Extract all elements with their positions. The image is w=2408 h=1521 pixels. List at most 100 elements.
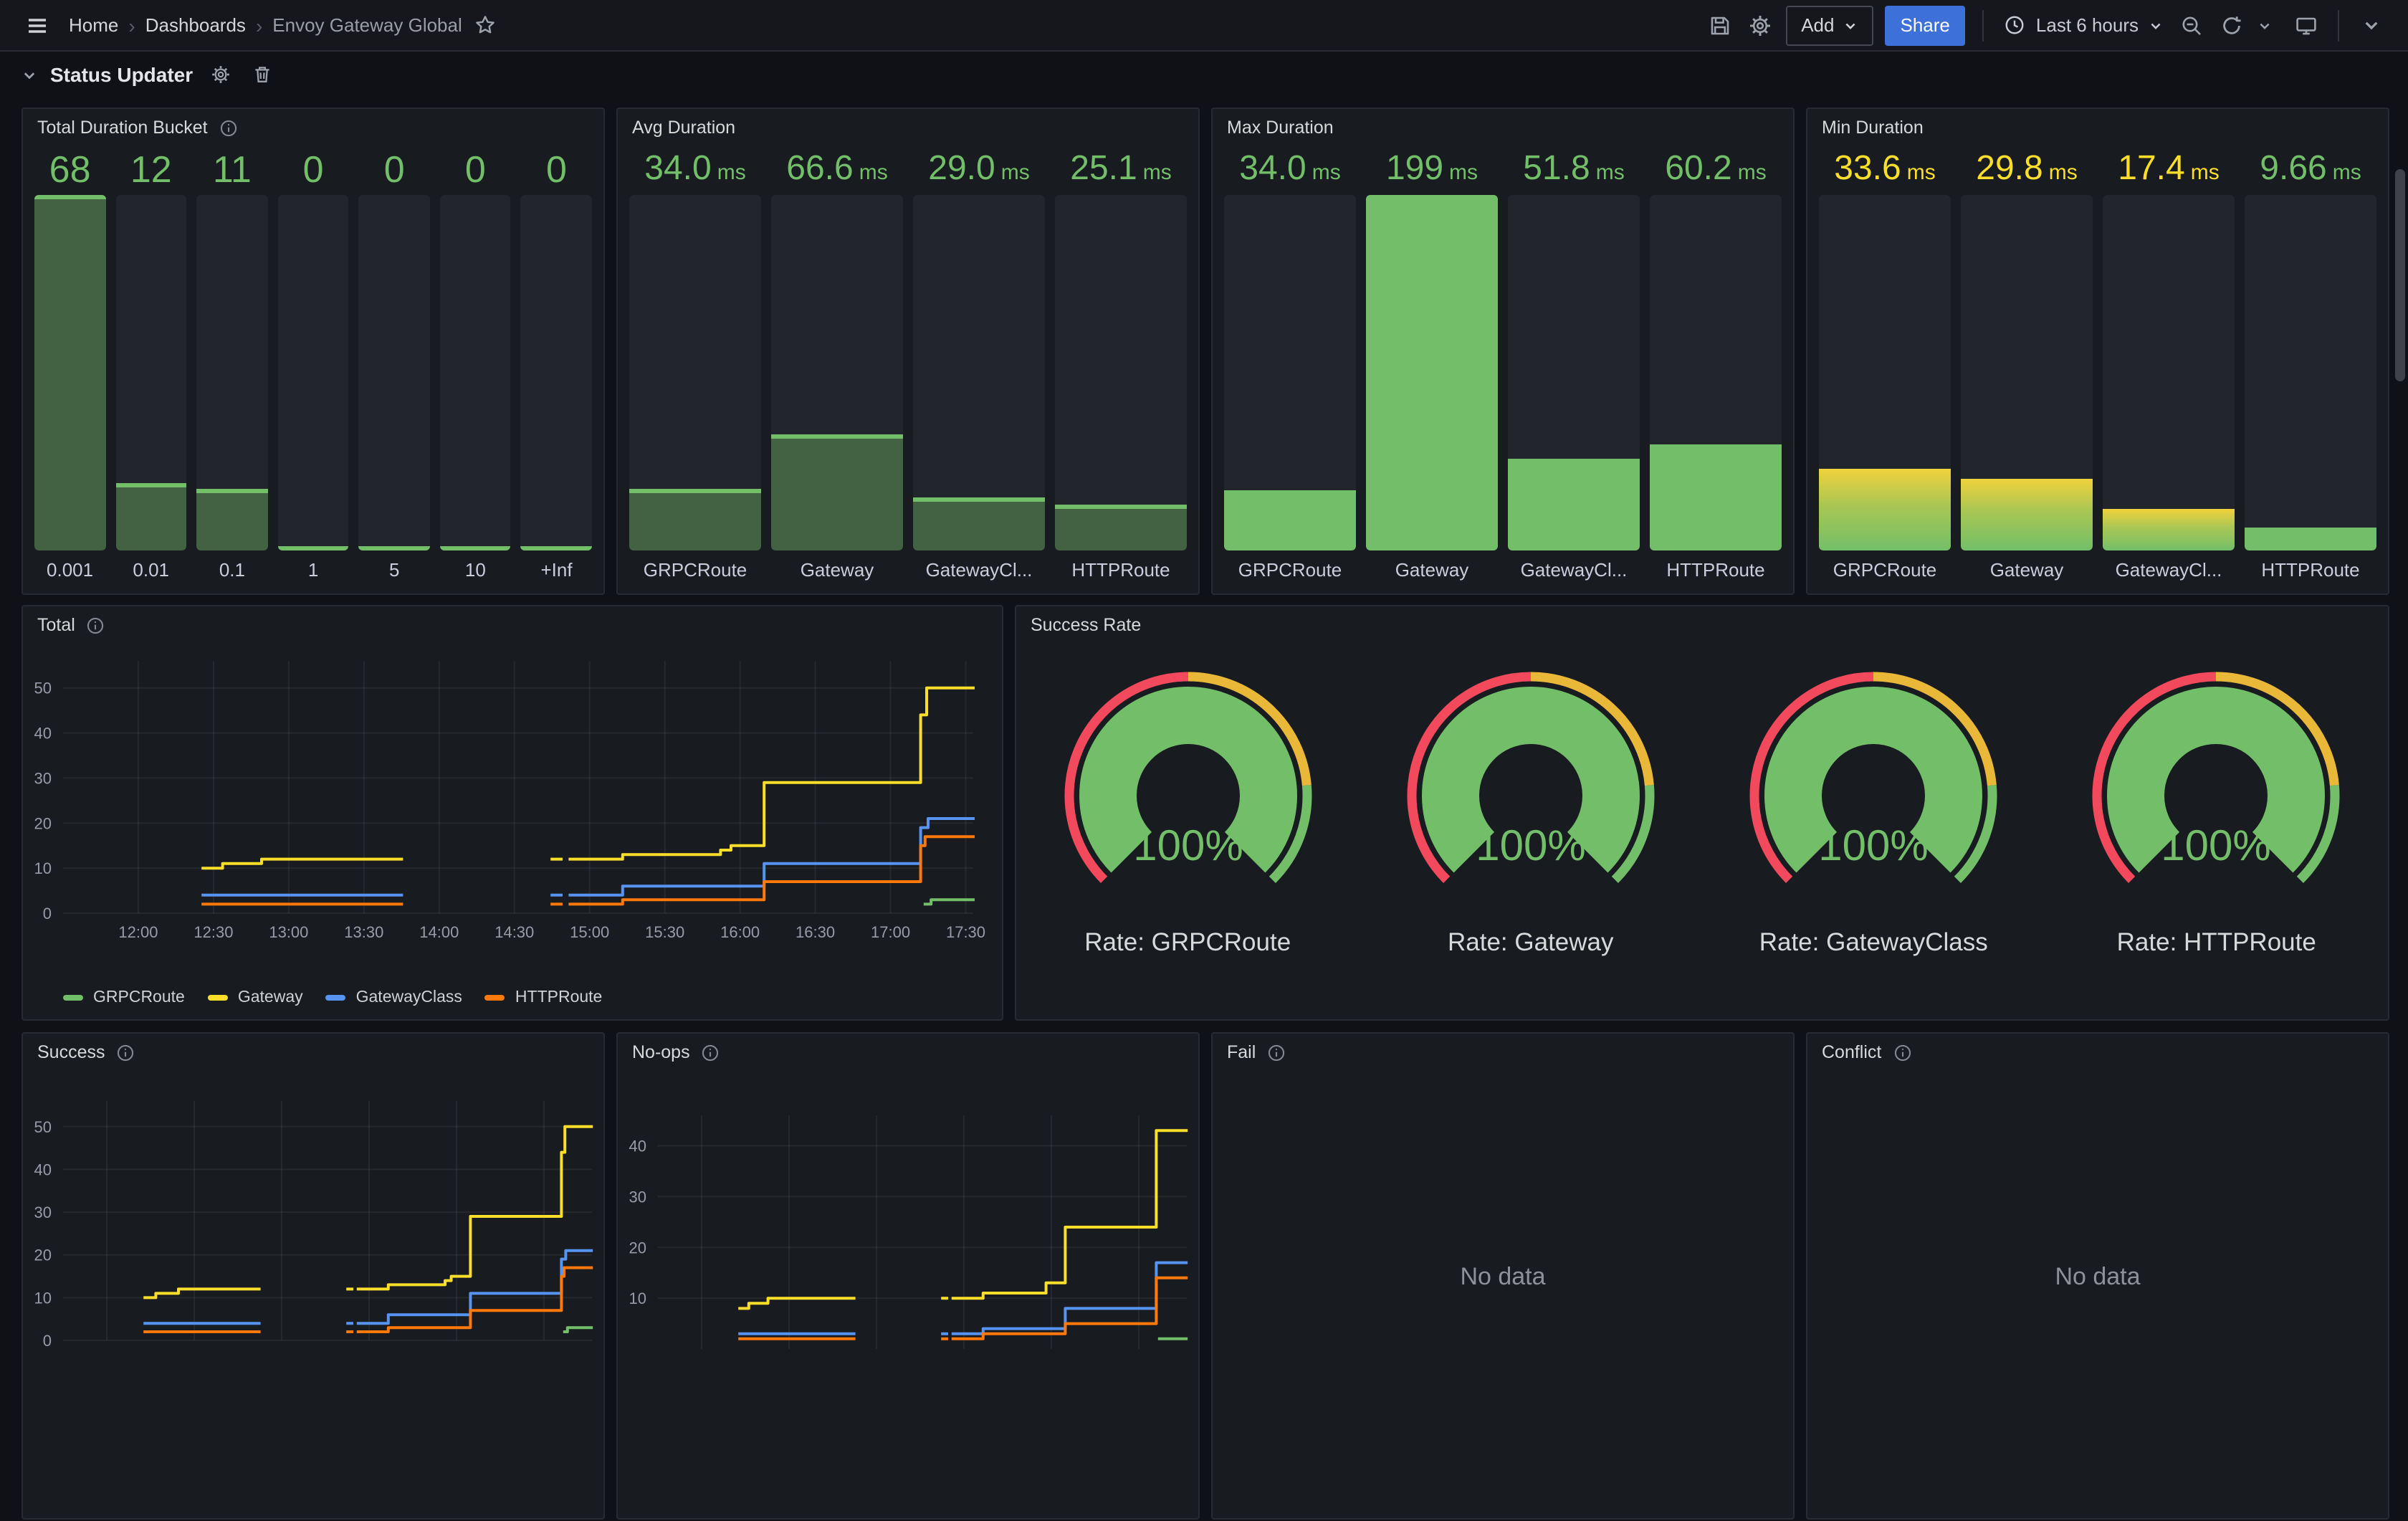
panel-title[interactable]: Success	[37, 1042, 105, 1062]
nav-collapse-chevron-icon[interactable]	[2351, 5, 2391, 45]
bar-gauge-value: 68	[34, 149, 105, 192]
svg-text:14:30: 14:30	[494, 923, 534, 941]
legend-color-swatch	[208, 995, 228, 1001]
bar-gauge-max-duration: 34.0msGRPCRoute199msGateway51.8msGateway…	[1224, 149, 1782, 585]
divider	[1983, 9, 1984, 41]
bar-gauge-label: GRPCRoute	[1224, 553, 1356, 585]
panel-title[interactable]: Max Duration	[1227, 118, 1334, 138]
panel-total: Total 0102030405012:0012:3013:0013:3014:…	[22, 605, 1003, 1021]
bar-gauge-label: Gateway	[771, 553, 903, 585]
row-settings-gear-icon[interactable]	[206, 60, 234, 89]
bar-gauge-total-duration-bucket: 680.001120.01110.101050100+Inf	[34, 149, 592, 585]
panel-conflict: Conflict No data	[1806, 1032, 2389, 1520]
time-series-noops: 10203040	[618, 1034, 1198, 1518]
svg-text:20: 20	[34, 814, 52, 832]
save-dashboard-icon[interactable]	[1699, 5, 1739, 45]
bar-gauge-track	[196, 195, 267, 550]
bar-gauge-column: 010	[440, 149, 511, 585]
svg-text:12:30: 12:30	[194, 923, 233, 941]
bar-gauge-track	[1224, 195, 1356, 550]
info-icon[interactable]	[219, 118, 238, 137]
legend-item-grpcroute[interactable]: GRPCRoute	[63, 989, 185, 1006]
panel-title[interactable]: Total Duration Bucket	[37, 118, 208, 138]
legend-item-gatewayclass[interactable]: GatewayClass	[326, 989, 462, 1006]
panel-title[interactable]: Success Rate	[1031, 615, 1141, 635]
bar-gauge-column: 34.0msGRPCRoute	[629, 149, 761, 585]
info-icon[interactable]	[702, 1043, 720, 1062]
legend-label: HTTPRoute	[515, 989, 602, 1006]
bar-gauge-track	[1366, 195, 1498, 550]
breadcrumb-dashboards[interactable]: Dashboards	[145, 14, 246, 36]
dashboard-settings-gear-icon[interactable]	[1739, 5, 1779, 45]
gauge: 100%Rate: Gateway	[1360, 606, 1703, 958]
add-button[interactable]: Add	[1785, 5, 1873, 45]
favorite-star-icon[interactable]	[465, 5, 505, 45]
info-icon[interactable]	[1893, 1043, 1911, 1062]
bar-gauge-track	[34, 195, 105, 550]
zoom-out-icon[interactable]	[2172, 5, 2212, 45]
bar-gauge-label: GatewayCl...	[913, 553, 1045, 585]
legend-item-gateway[interactable]: Gateway	[208, 989, 303, 1006]
breadcrumb: Home › Dashboards › Envoy Gateway Global	[69, 14, 462, 36]
gauge: 100%Rate: GRPCRoute	[1016, 606, 1360, 958]
panel-max-duration: Max Duration 34.0msGRPCRoute199msGateway…	[1211, 108, 1795, 595]
refresh-icon[interactable]	[2212, 5, 2252, 45]
bar-gauge-cap	[196, 489, 267, 493]
bar-gauge-value: 199ms	[1366, 149, 1498, 192]
svg-text:13:30: 13:30	[344, 923, 383, 941]
bar-gauge-cap	[771, 434, 903, 439]
svg-text:30: 30	[34, 769, 52, 787]
svg-text:0: 0	[43, 1332, 52, 1350]
gauge-value: 100%	[1819, 821, 1929, 869]
row-title[interactable]: Status Updater	[50, 63, 193, 86]
info-icon[interactable]	[117, 1043, 135, 1062]
bar-gauge-value: 25.1ms	[1055, 149, 1187, 192]
svg-text:12:00: 12:00	[118, 923, 158, 941]
info-icon[interactable]	[87, 616, 105, 634]
time-range-label: Last 6 hours	[2036, 14, 2139, 36]
scrollbar-thumb[interactable]	[2395, 169, 2405, 381]
gauge: 100%Rate: HTTPRoute	[2045, 606, 2389, 958]
share-button-label: Share	[1901, 14, 1950, 36]
svg-text:0: 0	[43, 905, 52, 922]
bar-gauge-label: GRPCRoute	[629, 553, 761, 585]
bar-gauge-track	[277, 195, 348, 550]
bar-gauge-fill	[913, 502, 1045, 550]
bar-gauge-column: 17.4msGatewayCl...	[2103, 149, 2235, 585]
bar-gauge-track	[1650, 195, 1782, 550]
breadcrumb-separator: ›	[128, 15, 135, 35]
breadcrumb-home[interactable]: Home	[69, 14, 118, 36]
time-range-picker[interactable]: Last 6 hours	[1996, 14, 2172, 36]
no-data-message: No data	[2055, 1263, 2140, 1292]
legend-label: GRPCRoute	[93, 989, 185, 1006]
bar-gauge-column: 9.66msHTTPRoute	[2245, 149, 2376, 585]
bar-gauge-label: 10	[440, 553, 511, 585]
gauge-label: Rate: GRPCRoute	[1084, 928, 1291, 958]
panel-title[interactable]: Min Duration	[1822, 118, 1924, 138]
svg-text:16:00: 16:00	[720, 923, 760, 941]
bar-gauge-label: GatewayCl...	[2103, 553, 2235, 585]
gauge-label: Rate: Gateway	[1448, 928, 1614, 958]
refresh-interval-chevron-icon[interactable]	[2252, 5, 2278, 45]
chevron-down-icon	[1843, 18, 1858, 32]
panel-title[interactable]: Conflict	[1822, 1042, 1881, 1062]
row-delete-trash-icon[interactable]	[247, 60, 276, 89]
share-button[interactable]: Share	[1885, 5, 1966, 45]
bar-gauge-column: 34.0msGRPCRoute	[1224, 149, 1356, 585]
svg-text:50: 50	[34, 680, 52, 697]
panel-title[interactable]: Total	[37, 615, 75, 635]
panel-success-rate: Success Rate 100%Rate: GRPCRoute100%Rate…	[1015, 605, 2389, 1021]
gauge-group-success-rate: 100%Rate: GRPCRoute100%Rate: Gateway100%…	[1016, 606, 2388, 1019]
legend-item-httproute[interactable]: HTTPRoute	[485, 989, 602, 1006]
panel-title[interactable]: No-ops	[632, 1042, 690, 1062]
bar-gauge-column: 120.01	[115, 149, 186, 585]
bar-gauge-value: 12	[115, 149, 186, 192]
panel-title[interactable]: Avg Duration	[632, 118, 735, 138]
info-icon[interactable]	[1267, 1043, 1286, 1062]
hamburger-menu-icon[interactable]	[17, 5, 57, 45]
tv-kiosk-mode-icon[interactable]	[2286, 5, 2326, 45]
row-collapse-chevron-icon[interactable]	[22, 67, 37, 82]
bar-gauge-track	[629, 195, 761, 550]
svg-text:15:00: 15:00	[570, 923, 609, 941]
panel-title[interactable]: Fail	[1227, 1042, 1256, 1062]
